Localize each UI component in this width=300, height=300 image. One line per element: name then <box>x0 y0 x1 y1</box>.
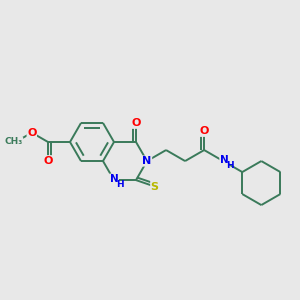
Text: O: O <box>200 126 209 136</box>
Text: H: H <box>116 180 123 189</box>
Text: N: N <box>220 155 229 165</box>
Text: N: N <box>110 174 118 184</box>
Text: O: O <box>43 156 53 166</box>
Text: O: O <box>27 128 37 138</box>
Text: N: N <box>142 156 152 166</box>
Text: S: S <box>151 182 159 191</box>
Text: O: O <box>131 118 141 128</box>
Text: CH₃: CH₃ <box>4 137 23 146</box>
Text: H: H <box>226 161 233 170</box>
